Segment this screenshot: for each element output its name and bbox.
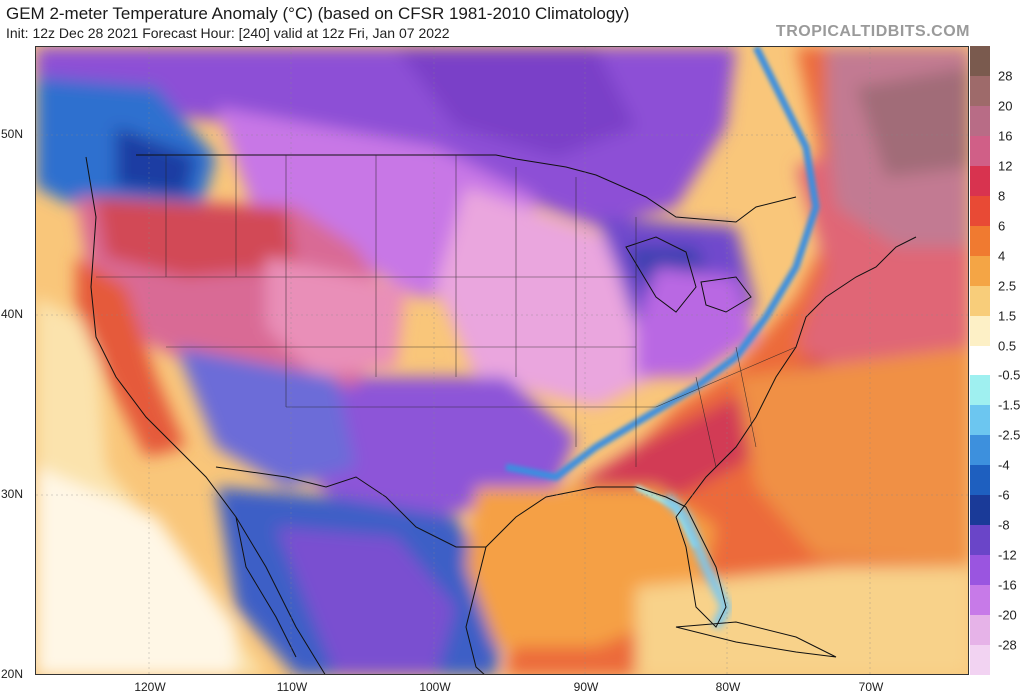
grid-lines <box>36 47 968 674</box>
legend-label: -12 <box>998 547 1017 563</box>
longitude-label-80w: 80W <box>715 680 741 694</box>
legend-swatch <box>970 345 990 376</box>
map-title: GEM 2-meter Temperature Anomaly (°C) (ba… <box>6 4 630 23</box>
legend-swatch <box>970 435 990 466</box>
pacific-neutral-area <box>36 467 236 674</box>
latitude-label-20n: 20N <box>1 667 24 681</box>
temperature-anomaly-map <box>35 46 969 675</box>
legend-label: -2.5 <box>998 427 1021 443</box>
legend-swatch <box>970 615 990 646</box>
legend-swatch <box>970 495 990 526</box>
legend-label: -0.5 <box>998 367 1021 383</box>
legend-label: 2.5 <box>998 278 1017 294</box>
latitude-label-50n: 50N <box>1 127 24 141</box>
legend-swatch <box>970 645 990 676</box>
legend-label: 1.5 <box>998 308 1017 324</box>
legend-swatch <box>970 105 990 137</box>
legend-label: 16 <box>998 128 1013 144</box>
legend-swatch <box>970 585 990 616</box>
latitude-label-40n: 40N <box>1 307 24 321</box>
legend-swatch <box>970 75 990 107</box>
legend-swatch <box>970 285 990 317</box>
boundaries <box>85 154 917 674</box>
legend-label: 6 <box>998 218 1006 234</box>
legend-swatch <box>970 375 990 406</box>
longitude-label-120w: 120W <box>134 680 166 694</box>
legend-label: 4 <box>998 248 1006 264</box>
southern-plains-area <box>296 377 576 517</box>
legend-label: -28 <box>998 637 1017 653</box>
four-corners-mottled-area <box>176 347 356 487</box>
longitude-label-100w: 100W <box>419 680 451 694</box>
header: GEM 2-meter Temperature Anomaly (°C) (ba… <box>0 0 1024 46</box>
legend-swatch <box>970 405 990 436</box>
legend-label: 12 <box>998 158 1013 174</box>
legend-swatch <box>970 46 990 77</box>
legend-swatch <box>970 555 990 586</box>
legend-label: -20 <box>998 607 1017 623</box>
legend-label: 0.5 <box>998 338 1017 354</box>
legend-label: -6 <box>998 487 1010 503</box>
legend-label: 28 <box>998 68 1013 84</box>
brand-watermark: TROPICALTIDBITS.COM <box>775 23 970 40</box>
legend-swatch <box>970 165 990 197</box>
legend-label: 20 <box>998 98 1013 114</box>
state-lines <box>96 155 797 468</box>
temperature-gradient-front <box>505 47 820 481</box>
latitude-label-30n: 30N <box>1 487 24 501</box>
legend-swatch <box>970 195 990 227</box>
legend-label: -16 <box>998 577 1017 593</box>
legend-label: 8 <box>998 188 1006 204</box>
legend-swatch <box>970 525 990 556</box>
legend-swatch <box>970 135 990 167</box>
legend-label: -8 <box>998 517 1010 533</box>
longitude-label-90w: 90W <box>573 680 599 694</box>
legend-label: -4 <box>998 457 1010 473</box>
central-us-pink-area <box>436 187 656 407</box>
caribbean-area <box>636 567 968 674</box>
color-scale-legend: 28 20 16 12 8 6 4 2.5 1.5 0.5 -0.5 -1.5 -2.5 -4 -6 -8 -1… <box>970 46 1020 676</box>
map-canvas <box>36 47 968 674</box>
california-warm-area <box>76 257 186 457</box>
legend-label: -1.5 <box>998 397 1021 413</box>
legend-swatch <box>970 225 990 257</box>
longitude-label-110w: 110W <box>276 680 308 694</box>
legend-swatch <box>970 315 990 346</box>
map-subtitle: Init: 12z Dec 28 2021 Forecast Hour: [24… <box>6 25 450 41</box>
longitude-label-70w: 70W <box>858 680 884 694</box>
legend-swatch <box>970 465 990 496</box>
legend-swatch <box>970 255 990 287</box>
